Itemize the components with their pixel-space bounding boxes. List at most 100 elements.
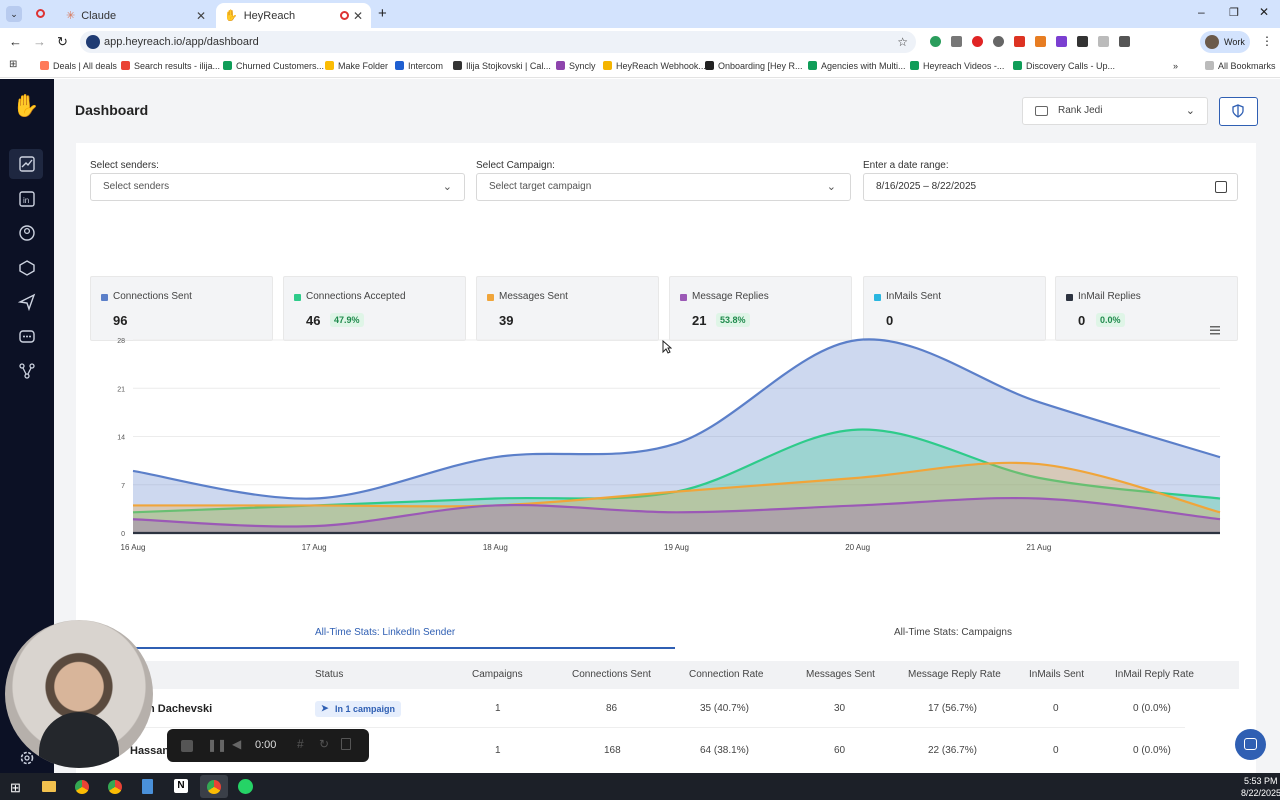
column-connections-sent: Connections Sent	[572, 669, 651, 680]
bookmark-item[interactable]: Agencies with Multi...	[808, 61, 906, 71]
extension-icon[interactable]	[972, 36, 983, 47]
extension-icon[interactable]	[1014, 36, 1025, 47]
tab-search-icon[interactable]: ⌄	[6, 6, 22, 22]
bookmark-item[interactable]: Intercom	[395, 61, 443, 71]
close-window-button[interactable]: ✕	[1259, 5, 1270, 19]
sender-name[interactable]: n Dachevski	[148, 703, 213, 715]
whatsapp-icon[interactable]	[238, 779, 253, 794]
maximize-button[interactable]: ❐	[1229, 7, 1239, 19]
mute-icon[interactable]: ◀	[232, 737, 242, 751]
close-tab-icon[interactable]: ✕	[195, 8, 206, 23]
grid-icon[interactable]: #	[297, 737, 304, 751]
minimize-button[interactable]: –	[1198, 5, 1205, 19]
more-bookmarks-icon[interactable]: »	[1173, 61, 1179, 71]
sender-name[interactable]: Hassan	[130, 745, 170, 757]
series-line-messages-sent[interactable]	[132, 461, 1221, 514]
settings-gear-icon[interactable]	[18, 749, 36, 767]
chart-menu-icon[interactable]	[1210, 326, 1220, 335]
clock-date: 8/22/2025	[1241, 788, 1280, 798]
campaign-label: Select Campaign:	[476, 160, 555, 171]
tab-linkedin-sender-stats[interactable]: All-Time Stats: LinkedIn Sender	[315, 627, 456, 638]
browser-tab-bar: ⌄ ✳ Claude ✕ ✋ HeyReach ✕ + – ❐ ✕	[0, 0, 1280, 28]
lists-icon[interactable]	[18, 259, 36, 277]
column-connection-rate: Connection Rate	[689, 669, 764, 680]
tab-claude[interactable]: ✳ Claude ✕	[58, 3, 214, 28]
chrome-icon[interactable]	[108, 780, 122, 794]
site-info-icon[interactable]	[86, 35, 100, 49]
chrome-icon[interactable]	[75, 780, 89, 794]
tab-heyreach[interactable]: ✋ HeyReach ✕	[216, 3, 371, 28]
user-icon[interactable]	[18, 224, 36, 242]
new-tab-button[interactable]: +	[378, 5, 387, 22]
senders-select[interactable]: Select senders ⌄	[90, 173, 465, 201]
shield-button[interactable]	[1219, 97, 1258, 126]
chat-launcher-button[interactable]	[1235, 729, 1266, 760]
bookmark-item[interactable]: Discovery Calls - Up...	[1013, 61, 1115, 71]
heyreach-logo-icon[interactable]: ✋	[12, 93, 40, 118]
bookmark-item[interactable]: HeyReach Webhook...	[603, 61, 706, 71]
extension-icon[interactable]	[1077, 36, 1088, 47]
extensions-puzzle-icon[interactable]	[1119, 36, 1130, 47]
extension-icon[interactable]	[1035, 36, 1046, 47]
notion-icon[interactable]: N	[174, 779, 188, 793]
bookmark-item[interactable]: Heyreach Videos -...	[910, 61, 1004, 71]
integrations-icon[interactable]	[18, 362, 36, 380]
extension-icon[interactable]	[930, 36, 941, 47]
bookmark-item[interactable]: Onboarding [Hey R...	[705, 61, 803, 71]
legend-swatch	[1066, 294, 1073, 301]
bookmark-star-icon[interactable]: ☆	[897, 35, 908, 49]
extension-icon[interactable]	[951, 36, 962, 47]
file-explorer-icon[interactable]	[42, 781, 56, 792]
stop-button[interactable]	[181, 740, 193, 752]
apps-grid-icon[interactable]: ⊞	[9, 59, 18, 70]
back-button[interactable]: ←	[9, 34, 22, 49]
table-row[interactable]	[75, 688, 1185, 728]
recording-time: 0:00	[255, 739, 277, 751]
linkedin-icon[interactable]: in	[18, 190, 36, 208]
series-line-message-replies[interactable]	[132, 496, 1221, 528]
campaign-select[interactable]: Select target campaign ⌄	[476, 173, 851, 201]
calendar-icon[interactable]	[1215, 181, 1227, 193]
restart-icon[interactable]: ↻	[319, 737, 330, 751]
bookmark-item[interactable]: Ilija Stojkovski | Cal...	[453, 61, 551, 71]
claude-icon: ✳	[66, 10, 76, 22]
send-icon[interactable]	[18, 293, 36, 311]
y-tick-label: 14	[117, 435, 125, 442]
bookmark-item[interactable]: Churned Customers...	[223, 61, 324, 71]
chrome-icon[interactable]	[207, 780, 221, 794]
date-range-input[interactable]: 8/16/2025 – 8/22/2025	[863, 173, 1238, 201]
bookmark-item[interactable]: Syncly	[556, 61, 596, 71]
rate-badge: 53.8%	[716, 313, 750, 327]
x-tick-label: 17 Aug	[302, 543, 327, 552]
windows-start-icon[interactable]: ⊞	[10, 780, 21, 795]
workspace-select[interactable]: Rank Jedi ⌄	[1022, 97, 1208, 125]
calculator-icon[interactable]	[142, 779, 153, 794]
tab-campaign-stats[interactable]: All-Time Stats: Campaigns	[894, 627, 1012, 638]
bookmark-item[interactable]: Make Folder	[325, 61, 388, 71]
all-bookmarks[interactable]: All Bookmarks	[1205, 61, 1276, 71]
cell-inmails-sent: 0	[1053, 745, 1059, 756]
more-menu-icon[interactable]: ⋮	[1261, 34, 1273, 48]
bookmark-item[interactable]: Search results - ilija...	[121, 61, 220, 71]
extension-icon[interactable]	[993, 36, 1004, 47]
cell-connections-sent: 86	[606, 703, 618, 714]
extension-icon[interactable]	[1098, 36, 1109, 47]
windows-taskbar: ⊞ N 5:53 PM 8/22/2025	[0, 773, 1280, 800]
pause-button[interactable]: ❚❚	[207, 738, 228, 752]
extension-icon[interactable]	[1056, 36, 1067, 47]
profile-button[interactable]: Work	[1200, 31, 1250, 53]
svg-text:in: in	[23, 196, 29, 205]
delete-icon[interactable]	[341, 738, 351, 750]
sidebar-item-dashboard[interactable]	[9, 149, 43, 179]
forward-button[interactable]: →	[33, 34, 46, 49]
briefcase-icon	[1035, 106, 1048, 116]
mouse-cursor-icon	[662, 340, 672, 354]
message-icon[interactable]	[18, 328, 36, 346]
x-tick-label: 21 Aug	[1026, 543, 1051, 552]
series-line-connections-sent[interactable]	[132, 338, 1221, 500]
y-tick-label: 28	[117, 338, 125, 345]
url-input[interactable]: app.heyreach.io/app/dashboard ☆	[80, 31, 916, 53]
close-tab-icon[interactable]: ✕	[352, 8, 363, 23]
reload-button[interactable]: ↻	[57, 34, 68, 49]
bookmark-item[interactable]: Deals | All deals	[40, 61, 117, 71]
